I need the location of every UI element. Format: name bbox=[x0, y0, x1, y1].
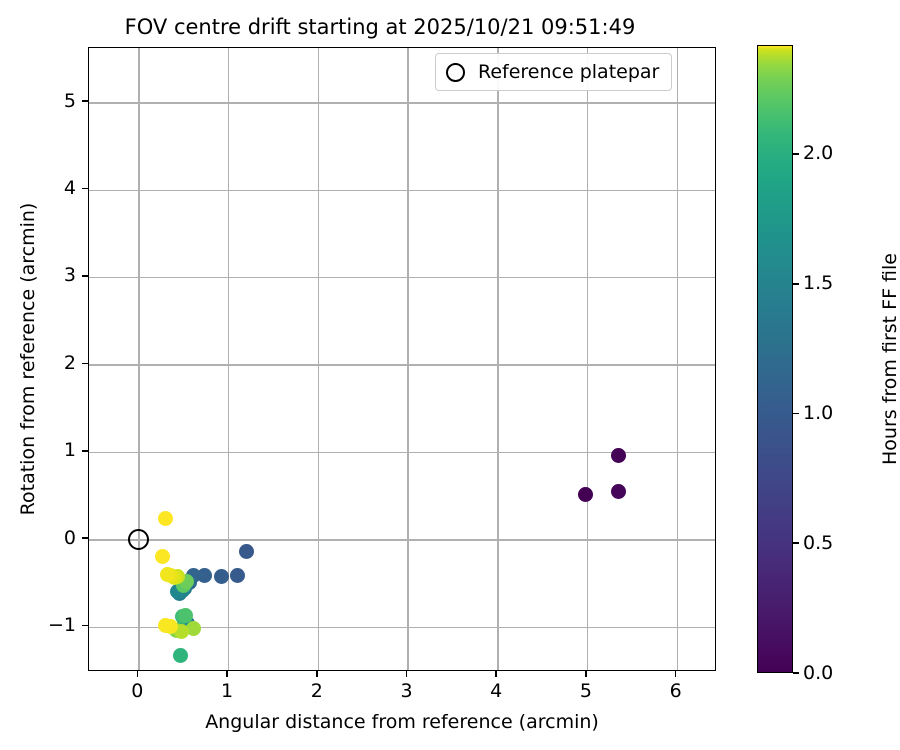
y-tick-label: −1 bbox=[47, 614, 76, 637]
x-tick-label: 1 bbox=[221, 680, 234, 702]
x-gridline bbox=[407, 48, 409, 670]
legend-item-label: Reference platepar bbox=[478, 61, 660, 83]
x-gridline bbox=[317, 48, 320, 670]
scatter-point bbox=[239, 543, 255, 559]
legend: Reference platepar bbox=[435, 53, 673, 91]
plot-area bbox=[88, 47, 716, 671]
scatter-point bbox=[197, 568, 213, 584]
colorbar-gradient bbox=[757, 45, 793, 673]
scatter-point bbox=[577, 487, 593, 503]
y-tick-mark bbox=[82, 624, 88, 627]
scatter-point bbox=[155, 549, 171, 565]
x-axis-label: Angular distance from reference (arcmin) bbox=[205, 711, 599, 733]
y-tick-label: 0 bbox=[63, 526, 76, 549]
x-gridline bbox=[586, 48, 589, 670]
x-tick-label: 2 bbox=[310, 680, 323, 702]
y-gridline bbox=[89, 102, 715, 104]
y-gridline bbox=[89, 626, 715, 628]
reference-platepar-marker-icon bbox=[446, 62, 465, 82]
scatter-point bbox=[157, 510, 173, 526]
x-tick-label: 4 bbox=[490, 680, 503, 702]
x-tick-mark bbox=[495, 671, 497, 677]
colorbar-tick-label: 2.0 bbox=[803, 142, 834, 165]
colorbar-tick-mark bbox=[793, 412, 799, 415]
colorbar-tick-mark bbox=[793, 542, 799, 545]
y-tick-label: 4 bbox=[63, 177, 76, 200]
chart-title: FOV centre drift starting at 2025/10/21 … bbox=[124, 15, 636, 39]
scatter-point bbox=[173, 647, 188, 663]
y-tick-mark bbox=[82, 449, 88, 452]
colorbar-tick-mark bbox=[793, 282, 799, 285]
scatter-point bbox=[160, 566, 176, 582]
scatter-point bbox=[214, 569, 230, 585]
scatter-point bbox=[610, 483, 626, 499]
scatter-point bbox=[186, 620, 202, 636]
y-gridline bbox=[89, 539, 715, 541]
colorbar bbox=[757, 45, 793, 673]
colorbar-tick-label: 1.5 bbox=[803, 272, 834, 295]
x-tick-label: 3 bbox=[400, 680, 413, 702]
y-tick-mark bbox=[82, 275, 88, 277]
y-tick-label: 2 bbox=[63, 351, 76, 374]
colorbar-tick-mark bbox=[793, 672, 799, 674]
colorbar-label: Hours from first FF file bbox=[879, 253, 900, 465]
x-gridline bbox=[138, 48, 140, 670]
y-tick-mark bbox=[82, 362, 88, 365]
x-tick-mark bbox=[405, 671, 408, 677]
x-tick-mark bbox=[674, 671, 677, 677]
x-tick-mark bbox=[585, 671, 587, 677]
x-tick-label: 0 bbox=[131, 680, 144, 702]
x-tick-mark bbox=[226, 671, 228, 677]
scatter-point bbox=[610, 447, 626, 463]
y-tick-label: 5 bbox=[63, 89, 76, 112]
y-tick-label: 1 bbox=[63, 439, 76, 462]
colorbar-tick-label: 1.0 bbox=[803, 401, 834, 424]
colorbar-tick-label: 0.5 bbox=[803, 531, 834, 554]
x-gridline bbox=[228, 48, 230, 670]
scatter-point bbox=[230, 568, 246, 584]
y-gridline bbox=[89, 189, 715, 191]
x-gridline bbox=[497, 48, 499, 670]
scatter-point bbox=[157, 618, 173, 634]
x-tick-label: 6 bbox=[669, 680, 682, 702]
x-tick-label: 5 bbox=[579, 680, 592, 702]
y-gridline bbox=[89, 451, 715, 454]
y-gridline bbox=[89, 276, 715, 279]
y-tick-mark bbox=[82, 537, 88, 539]
y-tick-label: 3 bbox=[63, 264, 76, 287]
x-tick-mark bbox=[315, 671, 318, 677]
y-gridline bbox=[89, 364, 715, 366]
x-tick-mark bbox=[136, 671, 139, 677]
reference-platepar-marker bbox=[127, 528, 149, 550]
scatter-point bbox=[178, 607, 194, 623]
colorbar-tick-mark bbox=[793, 153, 799, 155]
y-tick-mark bbox=[82, 187, 88, 190]
y-tick-mark bbox=[82, 100, 88, 102]
x-gridline bbox=[676, 48, 679, 670]
colorbar-tick-label: 0.0 bbox=[803, 661, 834, 684]
